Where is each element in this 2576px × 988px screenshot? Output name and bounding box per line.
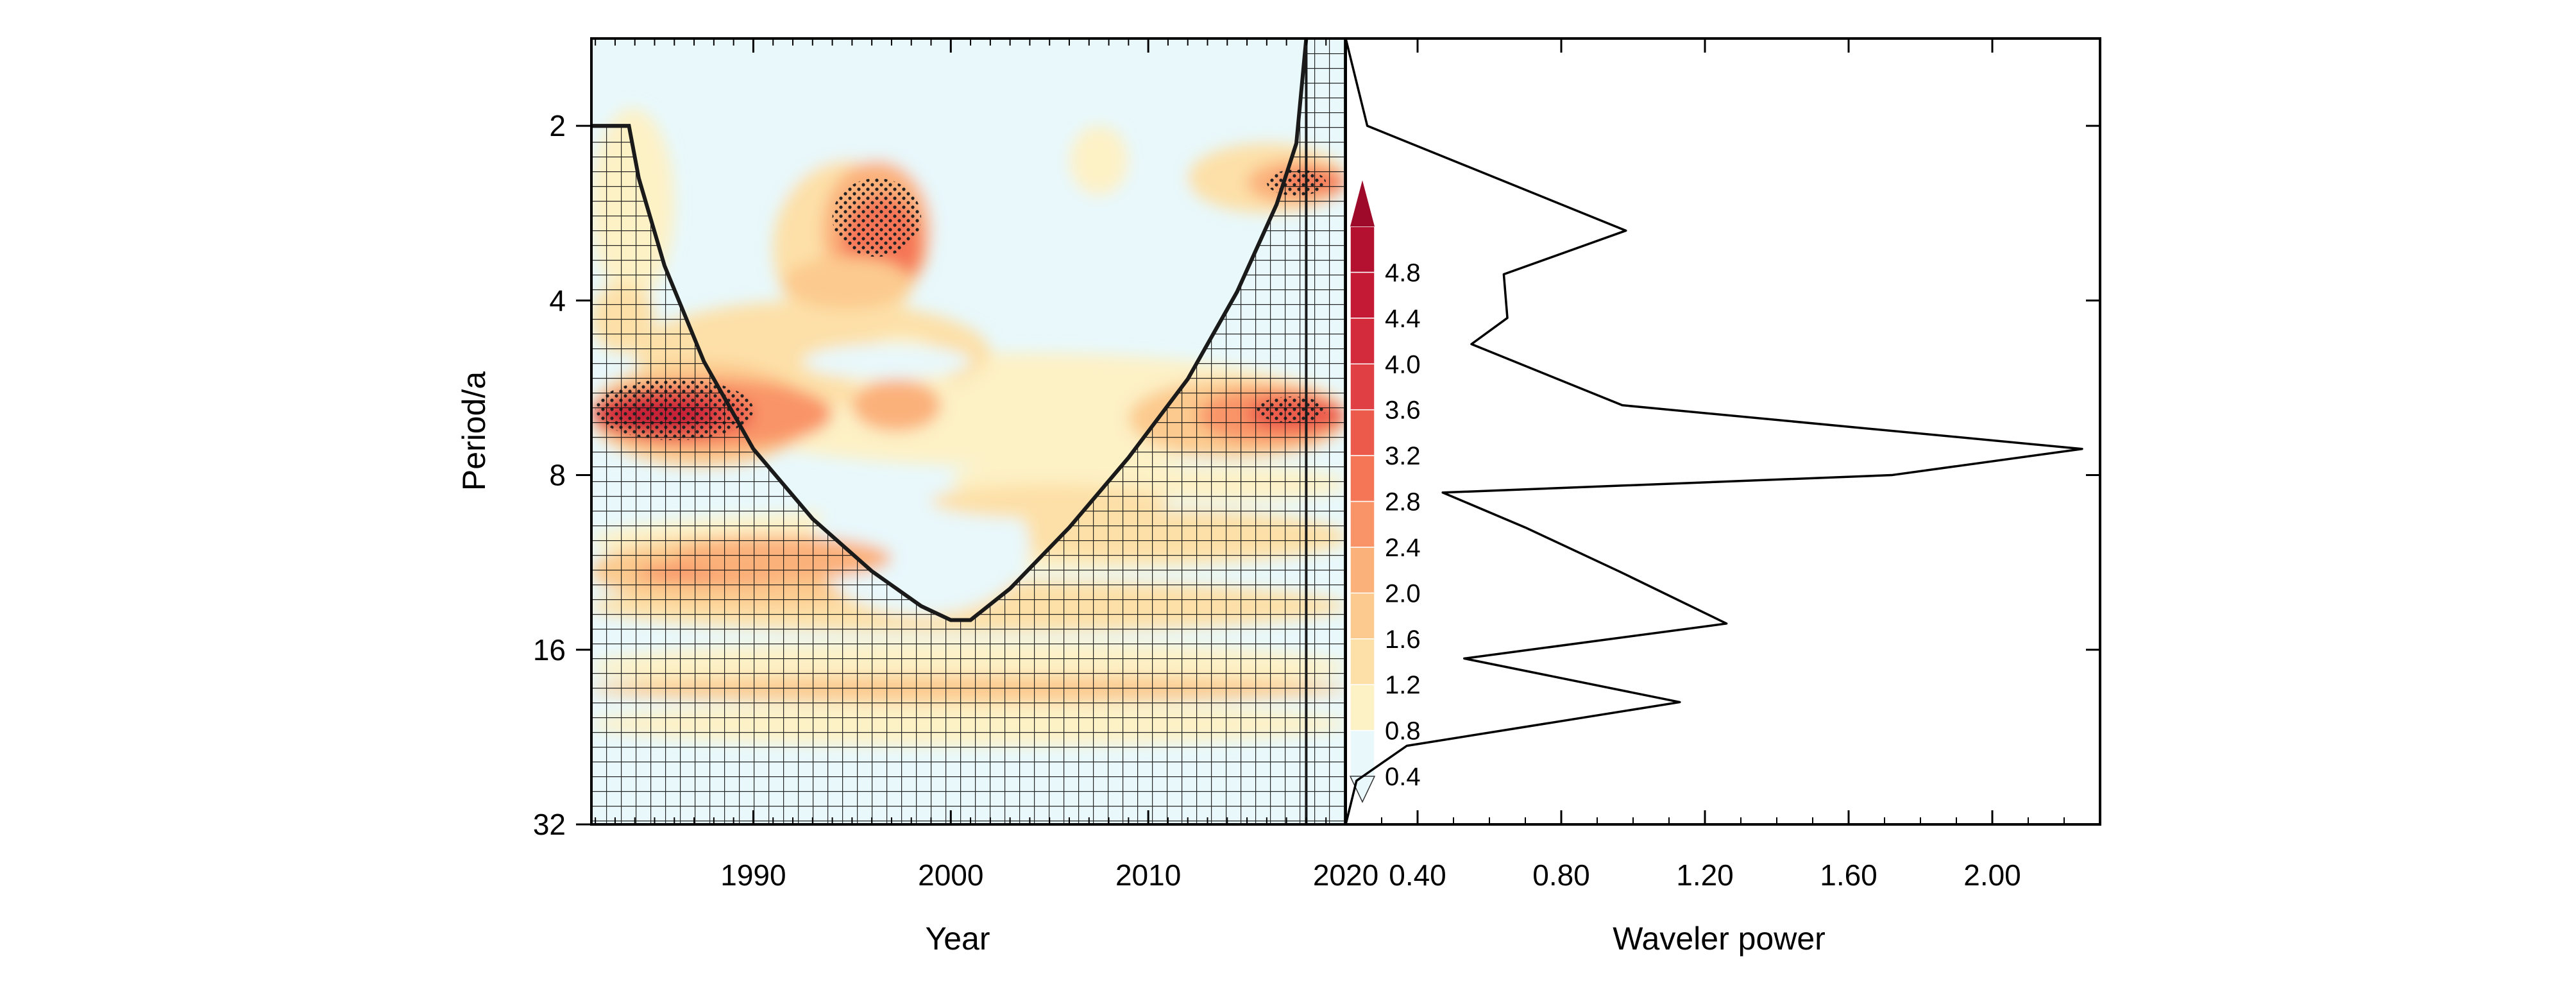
colorbar-segment xyxy=(1350,271,1375,319)
coi-outline xyxy=(591,38,1309,622)
colorbar-segment xyxy=(1350,547,1375,594)
colorbar-label: 4.8 xyxy=(1385,259,1421,287)
colorbar-label: 2.0 xyxy=(1385,579,1421,608)
x-tick-label: 2010 xyxy=(1115,858,1181,892)
colorbar-segment xyxy=(1350,729,1375,777)
colorbar-label: 4.0 xyxy=(1385,350,1421,379)
global-x-tick-label: 1.20 xyxy=(1676,858,1734,892)
contour-region xyxy=(1069,126,1129,196)
x-tick-label: 2000 xyxy=(918,858,983,892)
colorbar-segment xyxy=(1350,592,1375,640)
colorbar-label: 0.8 xyxy=(1385,717,1421,745)
y-axis-label: Period/a xyxy=(456,371,492,491)
global-x-axis-label: Waveler power xyxy=(1613,921,1826,957)
global-panel-frame xyxy=(1344,37,2101,826)
contour-region xyxy=(802,344,971,379)
colorbar-label: 1.2 xyxy=(1385,671,1421,699)
coi-hatch xyxy=(591,38,1346,824)
wavelet-axes: 1990 2000 2010 2020 2 4 8 16 32 xyxy=(533,38,1378,892)
global-power-line xyxy=(1346,38,2083,824)
y-tick-label: 16 xyxy=(533,633,566,667)
y-tick-label: 4 xyxy=(549,284,566,317)
global-x-tick-label: 0.80 xyxy=(1532,858,1590,892)
contour-region xyxy=(783,257,911,309)
colorbar-segment xyxy=(1350,226,1375,273)
colorbar-segment xyxy=(1350,638,1375,685)
colorbar-segment xyxy=(1350,363,1375,411)
colorbar-segment xyxy=(1350,500,1375,548)
colorbar-label: 3.6 xyxy=(1385,396,1421,425)
colorbar-segment xyxy=(1350,684,1375,731)
global-power-axes: 0.40 0.80 1.20 1.60 2.00 xyxy=(1381,38,2100,892)
wavelet-spectrum-panel: 1990 2000 2010 2020 2 4 8 16 32 Year Period/a xyxy=(456,37,1378,957)
y-tick-label: 2 xyxy=(549,109,566,142)
significant-region xyxy=(832,178,922,257)
global-x-tick-label: 2.00 xyxy=(1963,858,2021,892)
x-tick-label: 1990 xyxy=(720,858,786,892)
colorbar: 0.4 0.8 1.2 1.6 2.0 2.4 2.8 3.2 3.6 4.0 4.4 4.8 xyxy=(1349,180,1421,803)
colorbar-extend-arrow xyxy=(1350,180,1375,226)
colorbar-label: 2.8 xyxy=(1385,488,1421,516)
colorbar-segment xyxy=(1350,409,1375,456)
colorbar-label: 1.6 xyxy=(1385,626,1421,654)
colorbar-segment xyxy=(1350,455,1375,502)
x-axis-label: Year xyxy=(925,921,990,957)
global-x-tick-label: 0.40 xyxy=(1389,858,1446,892)
global-x-tick-label: 1.60 xyxy=(1820,858,1877,892)
x-tick-label: 2020 xyxy=(1313,858,1378,892)
colorbar-label: 4.4 xyxy=(1385,305,1421,333)
colorbar-label: 0.4 xyxy=(1385,763,1421,791)
colorbar-label: 3.2 xyxy=(1385,442,1421,470)
y-tick-label: 8 xyxy=(549,459,566,492)
colorbar-segment xyxy=(1350,318,1375,365)
colorbar-label: 2.4 xyxy=(1385,534,1421,562)
cone-of-influence xyxy=(591,38,1346,824)
global-power-panel: 0.40 0.80 1.20 1.60 2.00 Waveler power xyxy=(1344,37,2101,957)
y-tick-label: 32 xyxy=(533,808,566,841)
contour-region xyxy=(852,379,941,432)
